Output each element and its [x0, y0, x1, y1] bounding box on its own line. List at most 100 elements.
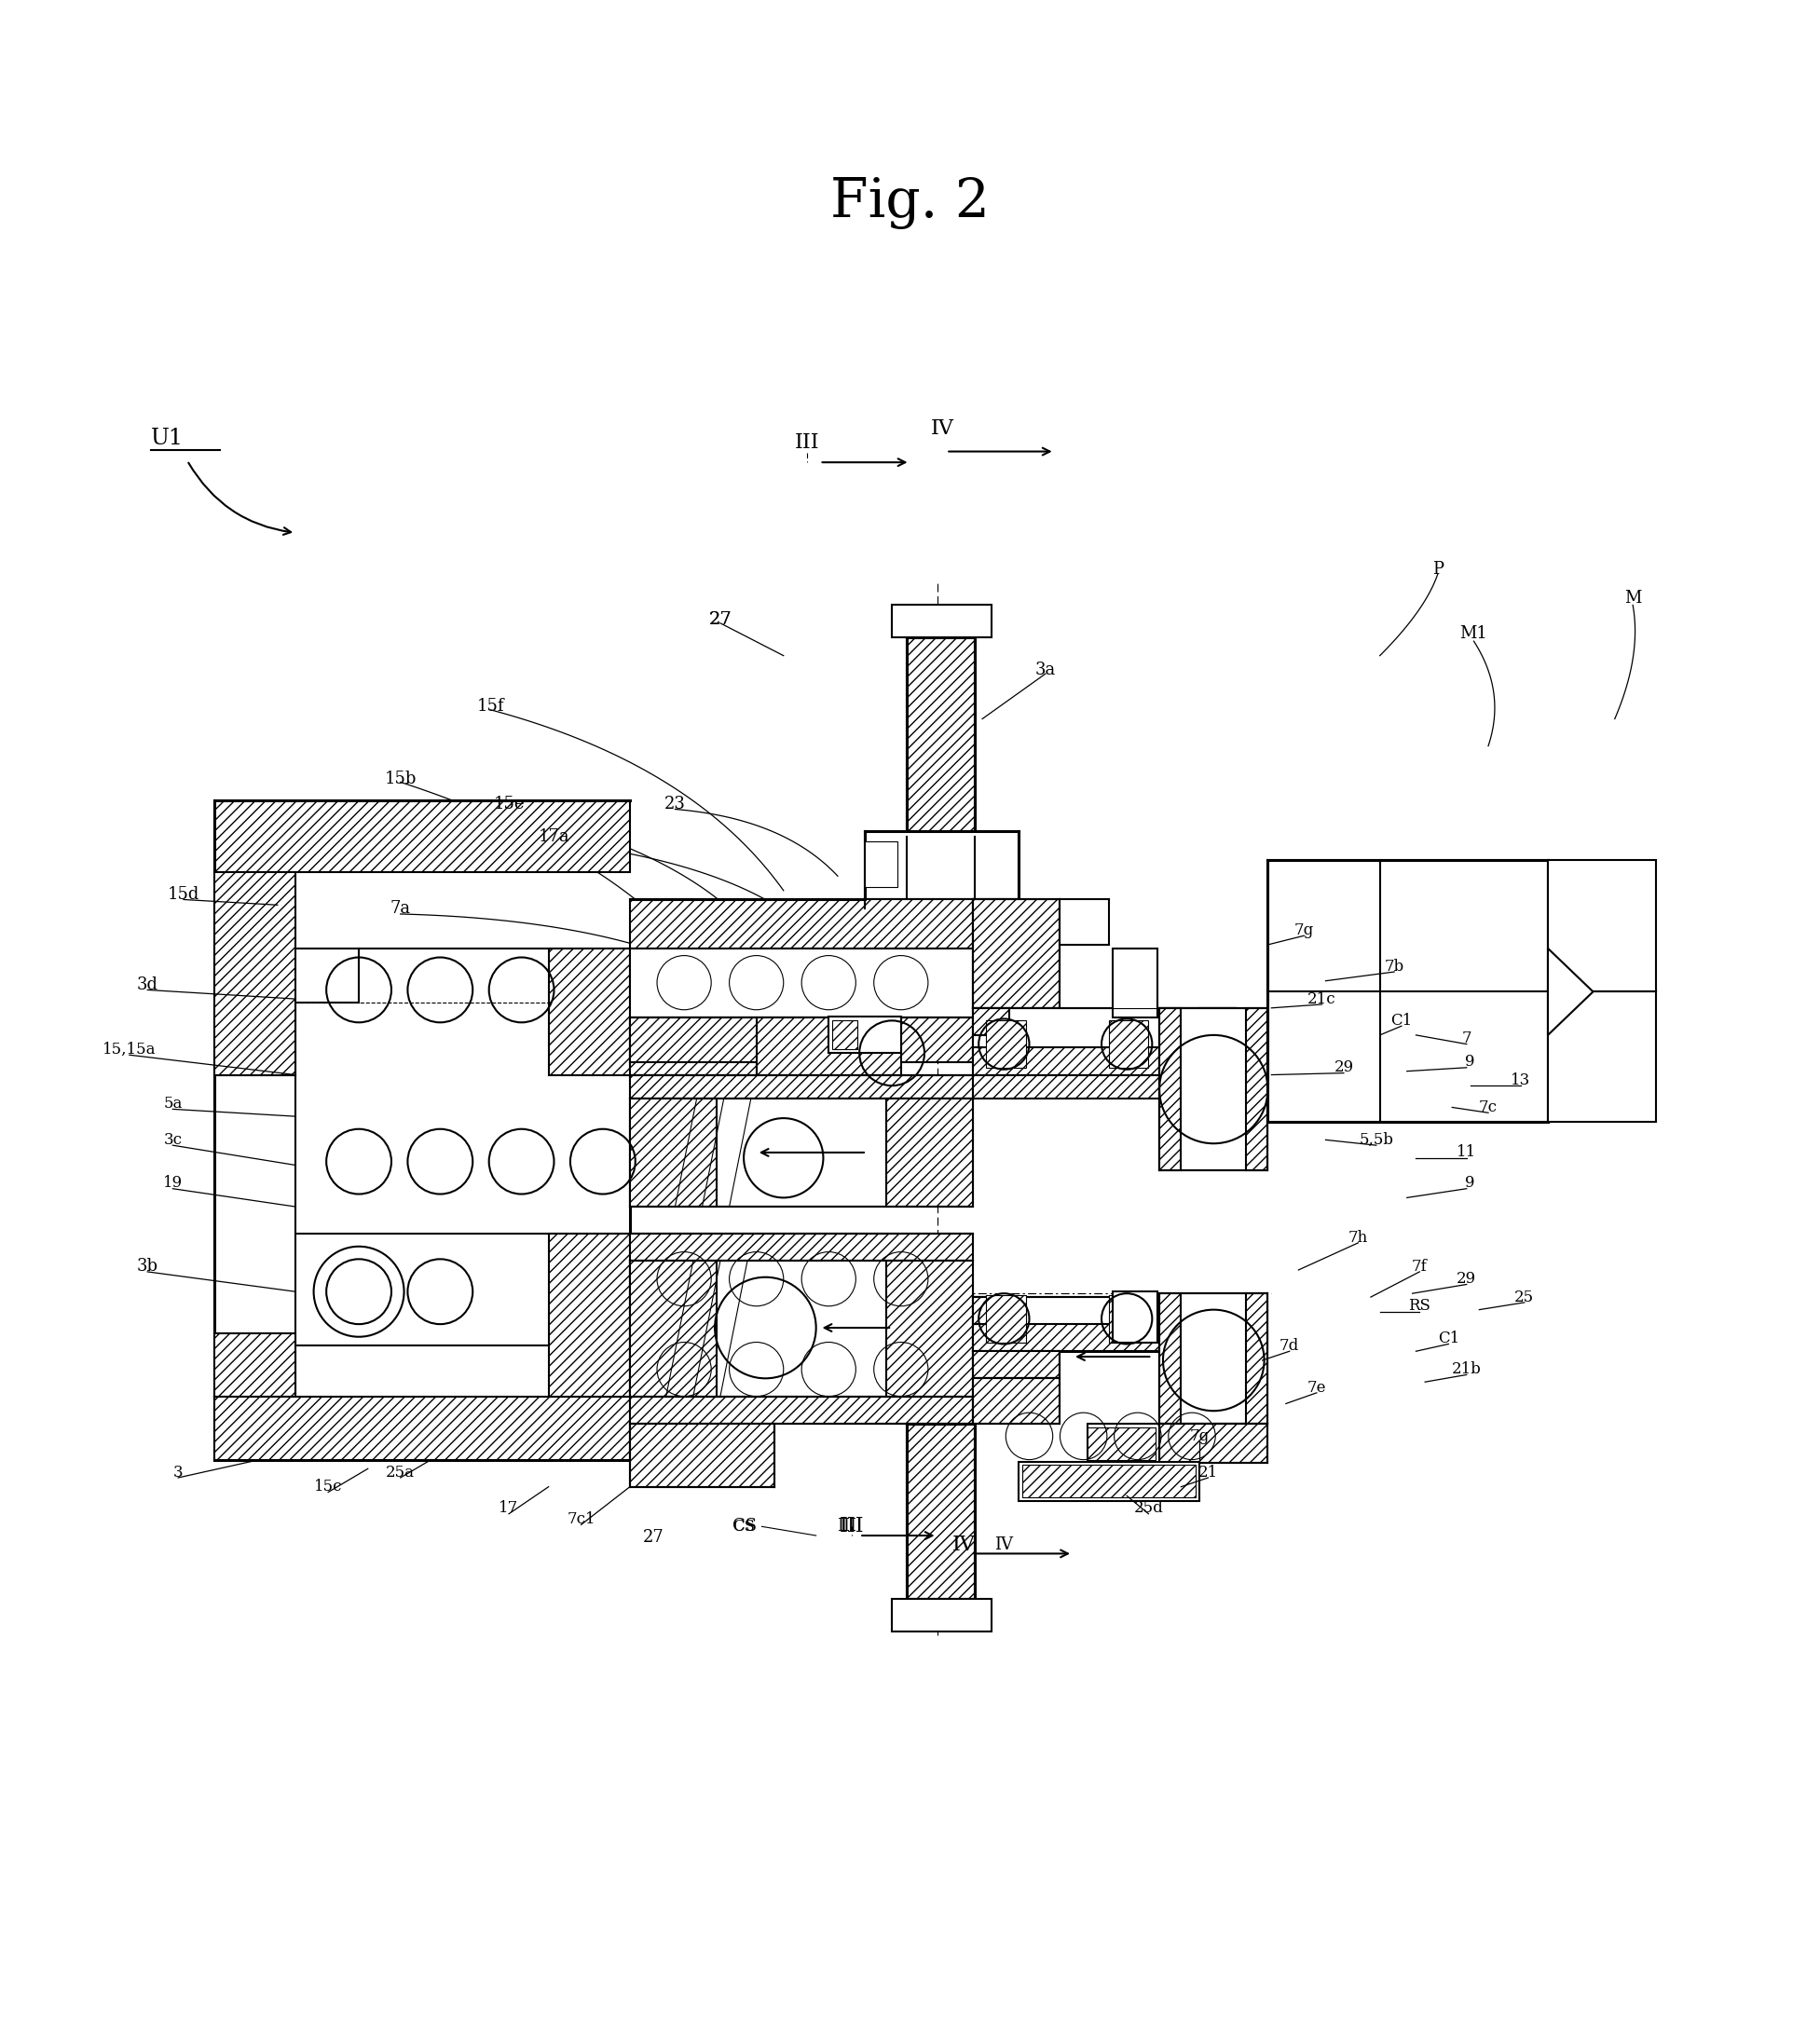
Bar [986, 1021, 1026, 1068]
Text: 27: 27 [708, 610, 732, 629]
Bar [1087, 1428, 1156, 1460]
Bar [630, 1098, 717, 1206]
Text: IV: IV [996, 1536, 1014, 1552]
Bar [974, 1009, 1010, 1035]
Text: 25d: 25d [1134, 1501, 1163, 1517]
Bar [1159, 1294, 1181, 1424]
Bar [828, 1017, 901, 1054]
Text: U1: U1 [151, 427, 184, 450]
Text: 7g: 7g [1188, 1428, 1208, 1444]
Text: 5,5b: 5,5b [1360, 1133, 1394, 1147]
Text: 9: 9 [1465, 1176, 1474, 1192]
Bar [548, 948, 630, 1074]
Text: 5a: 5a [164, 1096, 182, 1113]
Bar [1547, 991, 1656, 1123]
Bar [757, 1017, 901, 1074]
Bar [1019, 1462, 1199, 1501]
Bar [1108, 1021, 1148, 1068]
Bar [630, 1017, 974, 1062]
Bar [630, 1017, 757, 1074]
Bar [1112, 948, 1158, 1017]
Text: IV: IV [930, 419, 954, 439]
Bar [974, 1379, 1059, 1424]
Bar [892, 604, 992, 637]
Text: 27: 27 [642, 1530, 664, 1546]
Text: 29: 29 [1334, 1060, 1354, 1076]
Bar [1108, 1296, 1148, 1342]
Bar [974, 1048, 1236, 1074]
Text: 15d: 15d [167, 885, 200, 903]
Bar [215, 799, 630, 873]
Bar [215, 1397, 295, 1460]
Bar [1269, 860, 1547, 1123]
Text: 7h: 7h [1349, 1229, 1369, 1245]
Text: III: III [839, 1515, 864, 1538]
Text: IV: IV [952, 1534, 976, 1554]
Bar [886, 1261, 974, 1397]
Bar [630, 899, 974, 948]
Text: 7c: 7c [1480, 1100, 1498, 1115]
Text: 11: 11 [1456, 1145, 1476, 1161]
Text: 15c: 15c [313, 1479, 342, 1495]
Text: 19: 19 [162, 1176, 182, 1192]
Text: III: III [837, 1517, 857, 1536]
Bar [974, 1009, 1236, 1074]
Text: P: P [1432, 561, 1443, 578]
Text: 25a: 25a [386, 1464, 415, 1481]
Bar [630, 948, 974, 1017]
Bar [548, 1235, 630, 1397]
Bar [630, 1261, 717, 1397]
Text: Fig. 2: Fig. 2 [830, 177, 990, 230]
Bar [1547, 860, 1656, 993]
Bar [864, 842, 897, 887]
Bar [974, 1074, 1236, 1098]
Polygon shape [1547, 948, 1592, 1035]
Bar [1087, 1424, 1159, 1462]
Bar [1159, 1294, 1269, 1424]
Text: 9: 9 [1465, 1054, 1474, 1070]
Text: 3d: 3d [136, 976, 158, 993]
Text: C1: C1 [1390, 1013, 1412, 1029]
Bar [1159, 1424, 1269, 1462]
Text: RS: RS [1409, 1298, 1431, 1314]
Bar [1247, 1294, 1269, 1424]
Bar [1199, 1298, 1236, 1324]
Text: CS: CS [733, 1519, 755, 1534]
Text: 7c1: 7c1 [566, 1511, 595, 1528]
Bar [630, 1424, 775, 1487]
Bar [974, 899, 1059, 1009]
Bar [630, 1235, 974, 1261]
Text: 15b: 15b [384, 771, 417, 787]
Text: 3b: 3b [136, 1257, 158, 1275]
Text: 15f: 15f [477, 698, 504, 714]
Text: 21: 21 [1198, 1464, 1218, 1481]
Text: 15,15a: 15,15a [102, 1041, 157, 1058]
Text: 3a: 3a [1036, 661, 1056, 679]
Bar [974, 1298, 1010, 1324]
Text: 7b: 7b [1385, 958, 1405, 974]
Bar [892, 1599, 992, 1631]
Bar [1023, 1464, 1196, 1497]
Text: 17a: 17a [539, 828, 570, 844]
Text: 21b: 21b [1452, 1361, 1481, 1377]
Text: 29: 29 [1456, 1271, 1476, 1288]
Bar [906, 637, 976, 836]
Text: C1: C1 [1438, 1330, 1460, 1347]
Bar [864, 832, 1019, 899]
Text: 7e: 7e [1307, 1379, 1327, 1395]
Text: 7f: 7f [1412, 1259, 1427, 1273]
Text: III: III [795, 433, 819, 454]
Bar [630, 1098, 974, 1206]
Text: M: M [1623, 590, 1642, 606]
Text: 17: 17 [499, 1501, 519, 1517]
Text: 25: 25 [1514, 1290, 1534, 1306]
Bar [886, 1098, 974, 1206]
Bar [832, 1021, 857, 1050]
Bar [215, 1332, 295, 1397]
Bar [974, 1351, 1059, 1379]
Text: 7d: 7d [1279, 1338, 1299, 1355]
Bar [1199, 1009, 1236, 1035]
Bar [1159, 1009, 1181, 1172]
Bar [1247, 1009, 1269, 1172]
Bar [215, 873, 295, 1074]
